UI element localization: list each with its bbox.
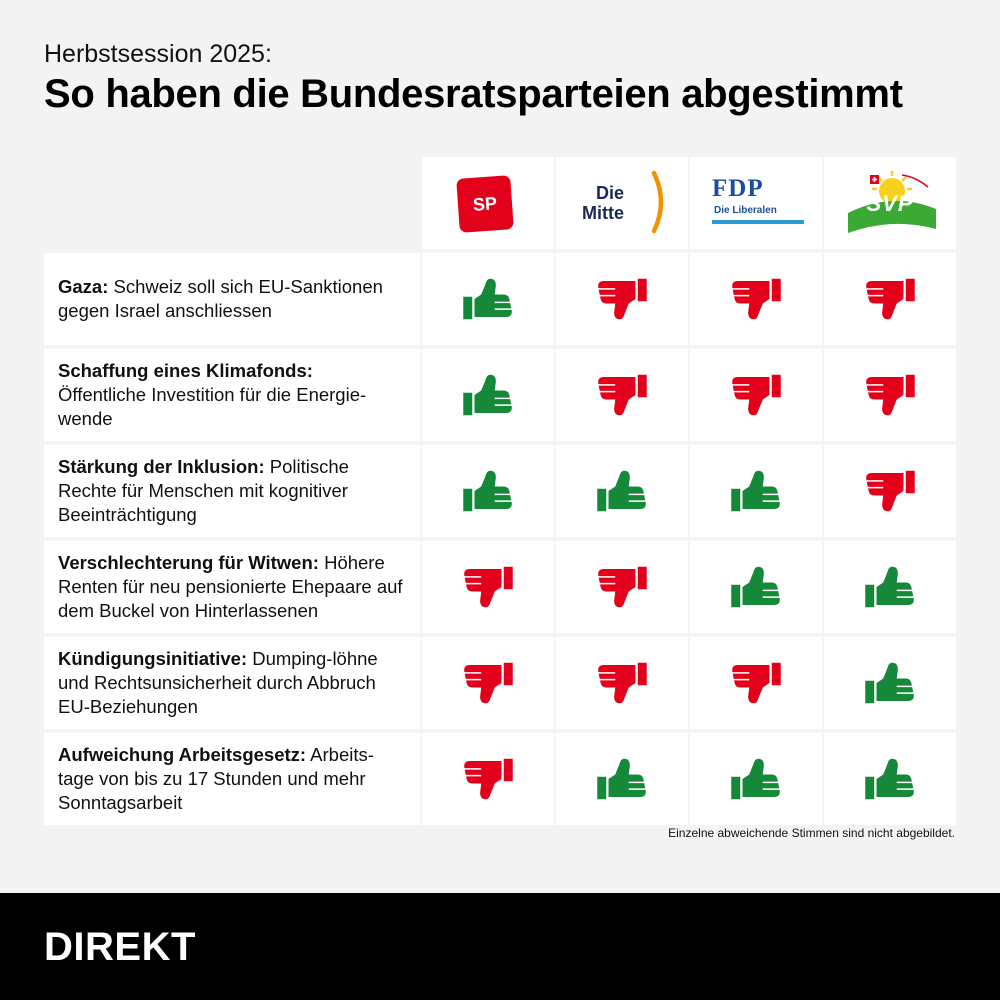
row-label: Schaffung eines Klimafonds: Öffentliche … [44,349,420,441]
svp-logo: SVP [866,191,914,216]
vote-cell [422,253,554,345]
thumbs-down-icon [598,566,647,608]
thumbs-down-icon [732,278,781,320]
thumbs-up-icon [865,662,914,704]
vote-cell [824,733,956,825]
row-label-bold: Gaza: [58,276,109,297]
vote-cell [690,541,822,633]
vote-cell [690,253,822,345]
vote-cell [824,349,956,441]
thumbs-up-icon [463,470,512,512]
row-label-bold: Schaffung eines Klimafonds: [58,360,313,381]
row-label-rest: Politische Rechte für Menschen mit kogni… [58,456,349,525]
page-title: So haben die Bundesratsparteien abgestim… [44,72,903,116]
footnote: Einzelne abweichende Stimmen sind nicht … [668,826,955,840]
brand-logo: DIREKT [44,925,196,969]
svp-sun-icon [848,171,936,233]
thumbs-up-icon [463,278,512,320]
party-logo-fdp: FDP Die Liberalen [690,157,822,249]
party-logo-mitte: Die Mitte [556,157,688,249]
thumbs-up-icon [731,470,780,512]
row-label-bold: Stärkung der Inklusion: [58,456,265,477]
thumbs-down-icon [866,374,915,416]
row-label-text: Kündigungsinitiative: Dumping-löhne und … [58,647,406,719]
fdp-logo: FDP [712,175,764,202]
vote-cell [422,445,554,537]
vote-cell [824,445,956,537]
thumbs-down-icon [732,374,781,416]
thumbs-down-icon [598,662,647,704]
row-label: Gaza: Schweiz soll sich EU-Sanktionen ge… [44,253,420,345]
thumbs-down-icon [598,278,647,320]
thumbs-up-icon [463,374,512,416]
row-label-bold: Verschlechterung für Witwen: [58,552,319,573]
row-label-text: Stärkung der Inklusion: Politische Recht… [58,455,406,527]
thumbs-down-icon [732,662,781,704]
vote-cell [824,637,956,729]
row-label-rest: Öffentliche Investition für die Energie-… [58,384,367,429]
thumbs-down-icon [866,278,915,320]
fdp-logo-line [712,220,804,224]
thumbs-down-icon [866,470,915,512]
vote-cell [690,349,822,441]
vote-cell [690,733,822,825]
party-logo-sp: SP [422,157,554,249]
row-label-bold: Kündigungsinitiative: [58,648,248,669]
fdp-logo-subtitle: Die Liberalen [714,205,777,216]
vote-cell [690,445,822,537]
thumbs-up-icon [865,566,914,608]
thumbs-down-icon [464,662,513,704]
row-label-rest: Dumping-löhne und Rechtsunsicherheit dur… [58,648,378,717]
vote-cell [422,541,554,633]
row-label-text: Schaffung eines Klimafonds: Öffentliche … [58,359,406,431]
thumbs-up-icon [597,758,646,800]
vote-cell [824,253,956,345]
row-label: Aufweichung Arbeitsgesetz: Arbeits-tage … [44,733,420,825]
row-label-rest: Höhere Renten für neu pensionierte Ehepa… [58,552,403,621]
vote-cell [556,445,688,537]
kicker: Herbstsession 2025: [44,40,272,68]
thumbs-up-icon [865,758,914,800]
thumbs-up-icon [597,470,646,512]
thumbs-up-icon [731,566,780,608]
row-label-rest: Arbeits-tage von bis zu 17 Stunden und m… [58,744,374,813]
vote-cell [422,637,554,729]
vote-cell [556,733,688,825]
vote-cell [556,349,688,441]
vote-cell [556,253,688,345]
row-label: Kündigungsinitiative: Dumping-löhne und … [44,637,420,729]
thumbs-up-icon [731,758,780,800]
row-label: Stärkung der Inklusion: Politische Recht… [44,445,420,537]
mitte-logo: Die Mitte [582,183,624,223]
vote-cell [422,733,554,825]
thumbs-down-icon [464,758,513,800]
vote-cell [690,637,822,729]
vote-cell [556,541,688,633]
vote-cell [422,349,554,441]
row-label-bold: Aufweichung Arbeitsgesetz: [58,744,307,765]
thumbs-down-icon [598,374,647,416]
thumbs-down-icon [464,566,513,608]
row-label-text: Gaza: Schweiz soll sich EU-Sanktionen ge… [58,275,406,323]
footer-bar [0,893,1000,1000]
mitte-logo-line1: Die [595,183,624,203]
row-label-rest: Schweiz soll sich EU-Sanktionen gegen Is… [58,276,383,321]
row-label: Verschlechterung für Witwen: Höhere Rent… [44,541,420,633]
vote-cell [556,637,688,729]
row-label-text: Verschlechterung für Witwen: Höhere Rent… [58,551,406,623]
mitte-arc-icon [651,170,664,234]
party-logo-svp: SVP [824,157,956,249]
vote-cell [824,541,956,633]
sp-logo: SP [456,175,514,233]
row-label-text: Aufweichung Arbeitsgesetz: Arbeits-tage … [58,743,406,815]
mitte-logo-line2: Mitte [582,203,624,223]
